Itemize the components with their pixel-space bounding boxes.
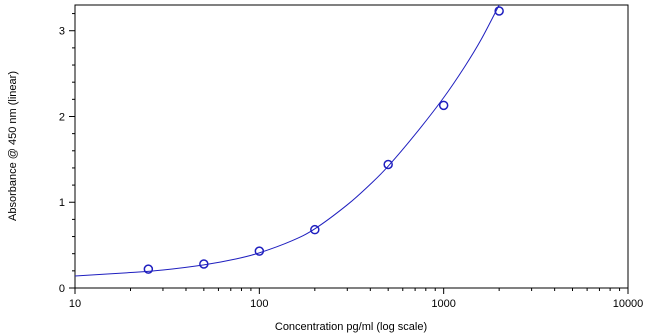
y-axis-title: Absorbance @ 450 nm (linear) bbox=[7, 71, 19, 221]
data-point bbox=[199, 259, 209, 269]
data-point bbox=[254, 246, 265, 256]
series-fit-line bbox=[74, 4, 500, 277]
plot-frame bbox=[74, 4, 629, 289]
data-point bbox=[494, 6, 504, 16]
x-tick-label: 10000 bbox=[613, 298, 644, 310]
x-axis: 10 100 1000 10000 bbox=[69, 288, 643, 310]
y-tick-label: 3 bbox=[59, 26, 65, 38]
x-tick-label: 10 bbox=[69, 298, 81, 310]
x-tick-label: 100 bbox=[250, 298, 268, 310]
x-axis-title: Concentration pg/ml (log scale) bbox=[275, 321, 427, 333]
x-tick-label: 1000 bbox=[431, 298, 455, 310]
y-axis: 0 1 2 3 bbox=[59, 13, 75, 295]
data-point bbox=[143, 264, 154, 274]
y-tick-label: 0 bbox=[59, 283, 65, 295]
y-tick-label: 2 bbox=[59, 111, 65, 123]
data-point bbox=[383, 159, 393, 170]
series-points bbox=[143, 6, 504, 274]
y-tick-label: 1 bbox=[59, 197, 65, 209]
data-point bbox=[310, 224, 320, 235]
data-point bbox=[438, 100, 449, 111]
